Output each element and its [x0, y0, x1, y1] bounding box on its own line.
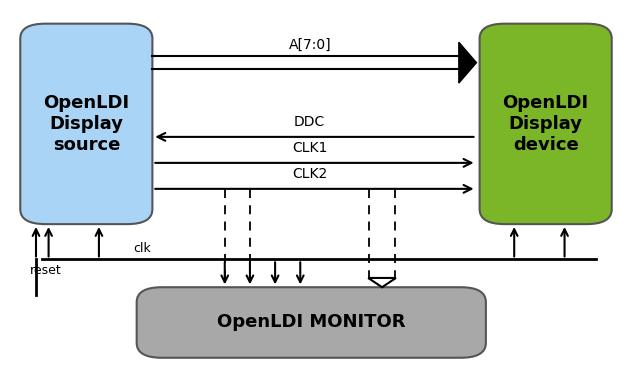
Text: CLK1: CLK1 [292, 141, 327, 156]
Text: OpenLDI
Display
source: OpenLDI Display source [43, 94, 130, 154]
Text: OpenLDI
Display
device: OpenLDI Display device [502, 94, 589, 154]
Polygon shape [368, 278, 396, 287]
Text: clk: clk [133, 242, 151, 255]
FancyBboxPatch shape [137, 287, 486, 358]
Text: CLK2: CLK2 [292, 168, 327, 181]
Text: reset: reset [30, 264, 61, 277]
Text: A[7:0]: A[7:0] [288, 37, 331, 52]
FancyBboxPatch shape [20, 24, 152, 224]
Text: OpenLDI MONITOR: OpenLDI MONITOR [217, 313, 406, 331]
Polygon shape [459, 42, 477, 83]
Text: DDC: DDC [294, 116, 325, 129]
FancyBboxPatch shape [480, 24, 612, 224]
